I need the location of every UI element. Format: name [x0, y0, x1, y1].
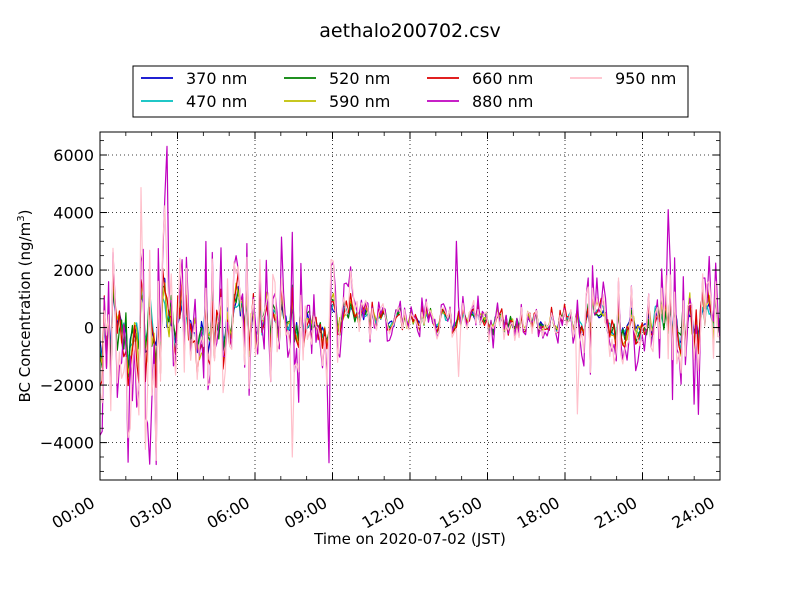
y-axis-label-superscript: 3 — [16, 215, 27, 221]
chart-title: aethalo200702.csv — [319, 20, 501, 42]
y-tick-label: −4000 — [40, 434, 94, 453]
x-tick-label: 09:00 — [281, 493, 330, 533]
y-tick-label: 0 — [84, 319, 94, 338]
x-tick-label: 18:00 — [514, 493, 563, 533]
x-tick-label: 03:00 — [126, 493, 175, 533]
x-tick-label: 24:00 — [669, 493, 718, 533]
legend-label: 950 nm — [615, 69, 676, 88]
y-tick-labels: −4000 −2000 0 2000 4000 6000 — [40, 146, 94, 453]
x-tick-label: 06:00 — [204, 493, 253, 533]
x-tick-label: 15:00 — [436, 493, 485, 533]
x-tick-labels: 00:00 03:00 06:00 09:00 12:00 15:00 18:00 21:00… — [49, 493, 718, 533]
y-tick-label: −2000 — [40, 376, 94, 395]
legend-label: 590 nm — [329, 92, 390, 111]
x-axis-label: Time on 2020-07-02 (JST) — [313, 530, 506, 548]
legend-label: 520 nm — [329, 69, 390, 88]
legend-box — [132, 65, 689, 118]
y-tick-label: 4000 — [53, 204, 94, 223]
legend-label: 660 nm — [472, 69, 533, 88]
legend: 370 nm 470 nm 520 nm 590 nm 660 nm 880 nm 950 … — [132, 65, 689, 118]
x-tick-label: 21:00 — [591, 493, 640, 533]
y-axis-label-close: ) — [16, 210, 34, 216]
y-axis-label: BC Concentration (ng/m3) — [16, 210, 34, 403]
plot-frame — [99, 131, 721, 481]
series-lines — [100, 145, 720, 466]
series-line-950-nm — [100, 187, 720, 461]
y-axis-label-text: BC Concentration (ng/m — [16, 222, 34, 403]
plot-area — [100, 132, 720, 480]
legend-label: 880 nm — [472, 92, 533, 111]
y-tick-label: 2000 — [53, 261, 94, 280]
legend-label: 470 nm — [186, 92, 247, 111]
x-tick-label: 12:00 — [359, 493, 408, 533]
legend-label: 370 nm — [186, 69, 247, 88]
y-tick-label: 6000 — [53, 146, 94, 165]
x-tick-label: 00:00 — [49, 493, 98, 533]
